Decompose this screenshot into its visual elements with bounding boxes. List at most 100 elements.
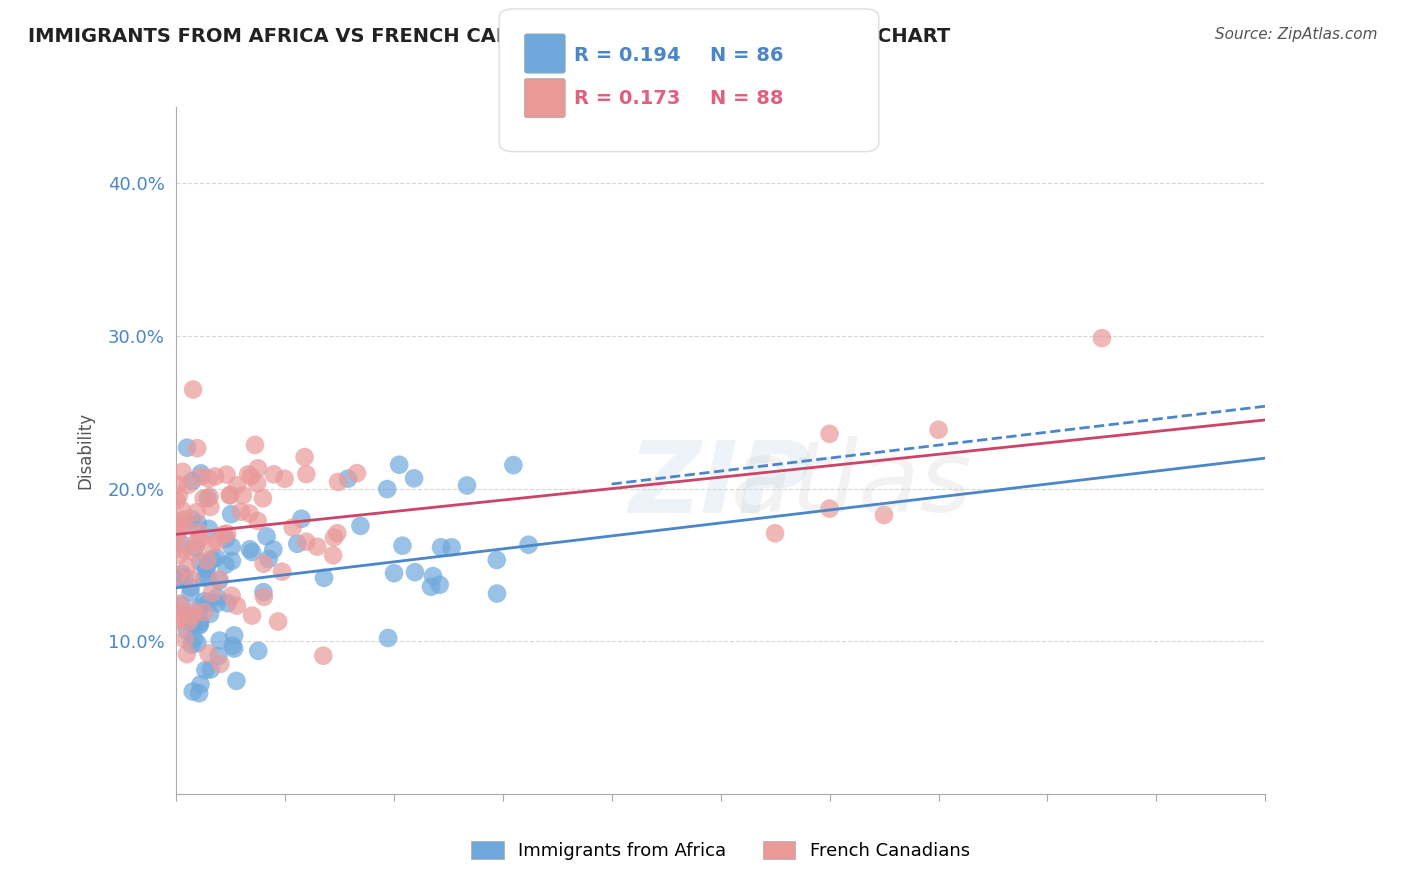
Point bbox=[326, 526, 349, 541]
Point bbox=[187, 516, 209, 531]
Point bbox=[176, 647, 198, 661]
Point bbox=[166, 524, 188, 539]
Point bbox=[246, 476, 269, 491]
Point bbox=[208, 633, 231, 648]
Point bbox=[186, 441, 208, 455]
Point bbox=[818, 426, 841, 441]
Point bbox=[295, 467, 318, 481]
Point bbox=[170, 537, 193, 551]
Point bbox=[200, 500, 222, 514]
Point bbox=[169, 571, 191, 585]
Point bbox=[430, 541, 453, 555]
Point bbox=[346, 466, 368, 480]
Point bbox=[205, 534, 228, 549]
Point bbox=[281, 520, 304, 534]
Point bbox=[271, 565, 294, 579]
Point bbox=[179, 586, 201, 600]
Point bbox=[201, 552, 224, 566]
Point bbox=[166, 569, 188, 583]
Point bbox=[274, 472, 297, 486]
Point bbox=[197, 647, 219, 661]
Point bbox=[194, 663, 217, 677]
Point bbox=[349, 519, 371, 533]
Point bbox=[200, 538, 222, 552]
Point bbox=[173, 516, 195, 531]
Point bbox=[167, 604, 190, 618]
Point bbox=[180, 609, 202, 624]
Point bbox=[172, 503, 194, 517]
Point bbox=[169, 548, 191, 562]
Point bbox=[205, 550, 228, 565]
Point bbox=[186, 636, 208, 650]
Point bbox=[219, 507, 242, 521]
Point bbox=[193, 605, 215, 619]
Point bbox=[197, 570, 219, 584]
Point bbox=[226, 478, 249, 492]
Point bbox=[173, 512, 195, 526]
Point bbox=[218, 488, 240, 502]
Y-axis label: Disability: Disability bbox=[76, 412, 94, 489]
Point bbox=[209, 657, 232, 671]
Point bbox=[181, 383, 204, 397]
Point bbox=[267, 615, 290, 629]
Point bbox=[215, 467, 238, 482]
Point bbox=[207, 648, 229, 663]
Point bbox=[190, 469, 212, 483]
Point bbox=[170, 566, 193, 581]
Point bbox=[420, 580, 443, 594]
Point bbox=[181, 512, 204, 526]
Point bbox=[166, 529, 188, 543]
Point bbox=[183, 604, 205, 618]
Point bbox=[221, 540, 243, 554]
Point bbox=[166, 477, 188, 491]
Text: R = 0.194: R = 0.194 bbox=[574, 45, 681, 65]
Point bbox=[186, 505, 208, 519]
Point bbox=[166, 493, 188, 508]
Point bbox=[307, 540, 329, 554]
Point bbox=[295, 534, 318, 549]
Point bbox=[252, 491, 274, 506]
Point bbox=[183, 617, 205, 632]
Point bbox=[167, 572, 190, 586]
Point bbox=[232, 488, 254, 502]
Point bbox=[388, 458, 411, 472]
Text: Source: ZipAtlas.com: Source: ZipAtlas.com bbox=[1215, 27, 1378, 42]
Point bbox=[763, 526, 786, 541]
Point bbox=[180, 572, 202, 586]
Point bbox=[188, 532, 211, 546]
Point bbox=[172, 542, 194, 557]
Point bbox=[181, 474, 204, 488]
Point bbox=[181, 684, 204, 698]
Text: R = 0.173: R = 0.173 bbox=[574, 88, 681, 108]
Point bbox=[217, 526, 239, 541]
Point bbox=[239, 542, 262, 557]
Point bbox=[188, 555, 211, 569]
Point bbox=[198, 490, 221, 504]
Point bbox=[240, 545, 263, 559]
Point bbox=[208, 574, 231, 588]
Point bbox=[170, 598, 193, 612]
Point bbox=[440, 541, 463, 555]
Point bbox=[187, 524, 209, 539]
Point bbox=[404, 471, 426, 485]
Point bbox=[336, 472, 359, 486]
Point bbox=[177, 608, 200, 623]
Point bbox=[176, 441, 198, 455]
Text: atlas: atlas bbox=[731, 436, 972, 533]
Point bbox=[257, 552, 280, 566]
Point bbox=[169, 515, 191, 529]
Point bbox=[456, 478, 478, 492]
Point bbox=[180, 638, 202, 652]
Point bbox=[240, 469, 263, 483]
Point bbox=[166, 612, 188, 626]
Point bbox=[195, 562, 218, 576]
Point bbox=[193, 571, 215, 585]
Point bbox=[238, 467, 260, 482]
Point bbox=[221, 639, 243, 653]
Point bbox=[205, 596, 228, 610]
Point bbox=[485, 553, 508, 567]
Point bbox=[173, 517, 195, 532]
Point bbox=[214, 558, 236, 572]
Point bbox=[247, 644, 270, 658]
Point bbox=[238, 507, 260, 521]
